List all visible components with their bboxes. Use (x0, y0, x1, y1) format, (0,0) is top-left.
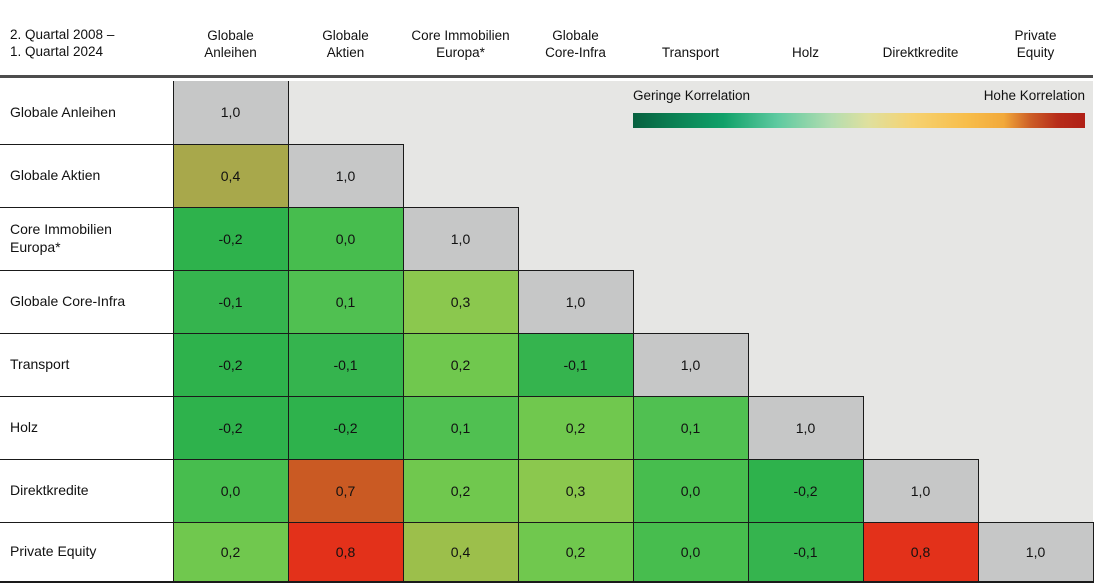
correlation-cell: 0,2 (517, 521, 634, 583)
period-line1: 2. Quartal 2008 – (10, 27, 115, 43)
legend-gradient-bar (633, 113, 1085, 129)
table-row: Globale Anleihen 1,0 (0, 81, 1094, 145)
correlation-cell: -0,2 (747, 458, 864, 523)
correlation-cell: 0,4 (172, 143, 289, 208)
correlation-cell: 1,0 (977, 521, 1094, 583)
correlation-cell: 1,0 (172, 81, 289, 145)
col-header-transport: Transport (661, 45, 720, 61)
matrix-header-row: 2. Quartal 2008 – 1. Quartal 2024 Global… (0, 0, 1093, 78)
row-label-direktkredite: Direktkredite (0, 458, 174, 523)
correlation-cell: -0,1 (747, 521, 864, 583)
upper-triangle-area (863, 396, 1094, 459)
table-row: Holz -0,2 -0,2 0,1 0,2 0,1 1,0 (0, 395, 1094, 460)
correlation-cell: 0,7 (287, 458, 404, 523)
correlation-cell: 0,3 (517, 458, 634, 523)
upper-triangle-area (748, 333, 1094, 396)
table-row: Private Equity 0,2 0,8 0,4 0,2 0,0 -0,1 … (0, 521, 1094, 583)
upper-triangle-area (633, 270, 1094, 333)
correlation-cell: 1,0 (862, 458, 979, 523)
correlation-cell: 0,1 (632, 395, 749, 460)
correlation-cell: 0,1 (402, 395, 519, 460)
correlation-cell: 0,2 (402, 332, 519, 397)
correlation-cell: 0,0 (632, 521, 749, 583)
correlation-cell: -0,1 (172, 269, 289, 334)
correlation-cell: 0,2 (172, 521, 289, 583)
correlation-cell: -0,2 (172, 395, 289, 460)
table-row: Transport -0,2 -0,1 0,2 -0,1 1,0 (0, 332, 1094, 397)
row-label-globale-anleihen: Globale Anleihen (0, 81, 174, 145)
col-header-direktkredite: Direktkredite (882, 45, 959, 61)
correlation-cell: 0,8 (862, 521, 979, 583)
col-header-private-equity: Private Equity (1014, 27, 1057, 61)
correlation-cell: 1,0 (632, 332, 749, 397)
period-line2: 1. Quartal 2024 (10, 44, 104, 60)
period-label: 2. Quartal 2008 – 1. Quartal 2024 (0, 27, 173, 75)
correlation-cell: -0,1 (287, 332, 404, 397)
row-label-private-equity: Private Equity (0, 521, 174, 583)
correlation-matrix-table: Globale Anleihen 1,0 Globale Aktien 0,4 … (0, 81, 1094, 583)
correlation-cell: -0,2 (287, 395, 404, 460)
legend-low-label: Geringe Korrelation (633, 88, 751, 103)
upper-triangle-area (978, 459, 1094, 522)
upper-triangle-area (288, 81, 1094, 144)
row-label-globale-core-infra: Globale Core-Infra (0, 269, 174, 334)
col-header-globale-core-infra: Globale Core-Infra (545, 27, 606, 61)
row-label-transport: Transport (0, 332, 174, 397)
correlation-cell: -0,2 (172, 206, 289, 271)
correlation-cell: 0,8 (287, 521, 404, 583)
table-row: Direktkredite 0,0 0,7 0,2 0,3 0,0 -0,2 1… (0, 458, 1094, 523)
legend-high-label: Hohe Korrelation (983, 88, 1085, 103)
correlation-cell: -0,2 (172, 332, 289, 397)
correlation-cell: 0,0 (632, 458, 749, 523)
table-row: Globale Aktien 0,4 1,0 (0, 143, 1094, 208)
correlation-cell: 1,0 (747, 395, 864, 460)
upper-triangle-area (518, 207, 1094, 270)
col-header-globale-anleihen: Globale Anleihen (204, 27, 257, 61)
legend-labels: Geringe Korrelation Hohe Korrelation (633, 88, 1085, 104)
table-row: Globale Core-Infra -0,1 0,1 0,3 1,0 (0, 269, 1094, 334)
correlation-cell: 1,0 (517, 269, 634, 334)
row-label-holz: Holz (0, 395, 174, 460)
correlation-cell: 0,2 (402, 458, 519, 523)
correlation-cell: 0,3 (402, 269, 519, 334)
correlation-cell: -0,1 (517, 332, 634, 397)
row-label-core-immobilien-europa: Core Immobilien Europa* (0, 206, 174, 271)
correlation-legend: Geringe Korrelation Hohe Korrelation (633, 88, 1085, 129)
col-header-holz: Holz (791, 45, 819, 61)
col-header-core-immobilien-europa: Core Immobilien Europa* (411, 27, 510, 61)
row-label-globale-aktien: Globale Aktien (0, 143, 174, 208)
correlation-cell: 0,2 (517, 395, 634, 460)
correlation-cell: 1,0 (287, 143, 404, 208)
correlation-cell: 0,0 (172, 458, 289, 523)
upper-triangle-area (403, 144, 1094, 207)
table-row: Core Immobilien Europa* -0,2 0,0 1,0 (0, 206, 1094, 271)
col-header-globale-aktien: Globale Aktien (322, 27, 369, 61)
correlation-cell: 0,0 (287, 206, 404, 271)
correlation-cell: 1,0 (402, 206, 519, 271)
correlation-cell: 0,1 (287, 269, 404, 334)
correlation-cell: 0,4 (402, 521, 519, 583)
